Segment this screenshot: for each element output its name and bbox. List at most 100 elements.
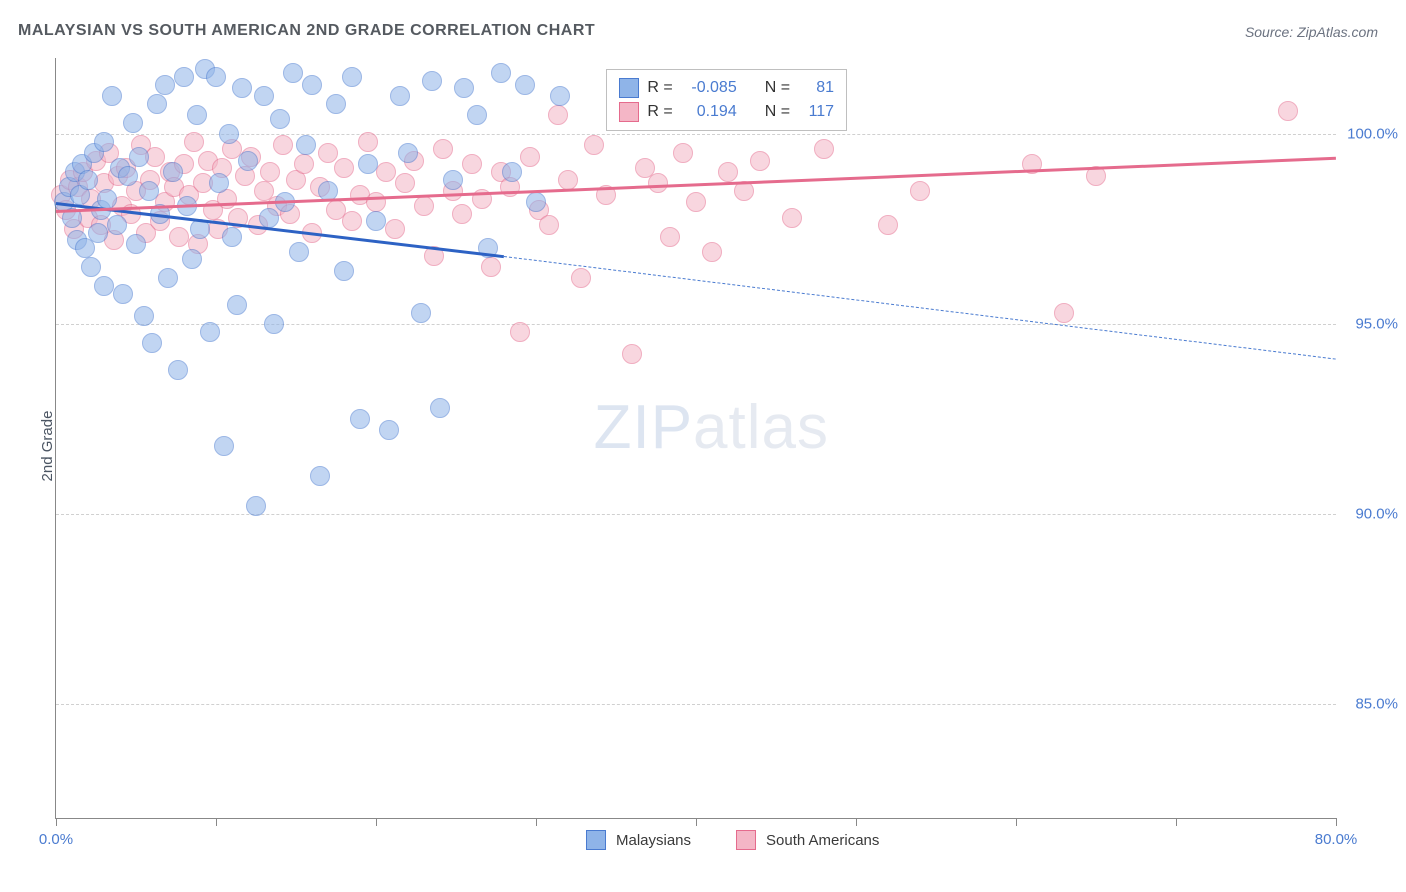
data-point [502,162,522,182]
data-point [430,398,450,418]
data-point [452,204,472,224]
data-point [878,215,898,235]
data-point [1054,303,1074,323]
xtick [56,818,57,826]
legend-swatch [619,78,639,98]
n-label: N = [765,103,790,121]
data-point [422,71,442,91]
r-value: -0.085 [681,79,737,97]
legend-row: R =-0.085N =81 [619,76,834,100]
data-point [254,86,274,106]
data-point [558,170,578,190]
data-point [395,173,415,193]
data-point [123,113,143,133]
data-point [260,162,280,182]
chart-title: MALAYSIAN VS SOUTH AMERICAN 2ND GRADE CO… [18,22,595,40]
data-point [467,105,487,125]
gridline-h [56,514,1336,515]
correlation-legend: R =-0.085N =81R =0.194N =117 [606,69,847,131]
data-point [481,257,501,277]
data-point [139,181,159,201]
data-point [334,261,354,281]
data-point [660,227,680,247]
plot-area: ZIPatlas 85.0%90.0%95.0%100.0%0.0%80.0%R… [55,58,1336,819]
source-label: Source: ZipAtlas.com [1245,24,1378,40]
data-point [81,257,101,277]
data-point [302,75,322,95]
r-label: R = [647,79,672,97]
data-point [318,143,338,163]
data-point [94,132,114,152]
trend-line [504,256,1336,360]
data-point [296,135,316,155]
data-point [169,227,189,247]
data-point [142,333,162,353]
watermark: ZIPatlas [594,392,829,463]
xtick [376,818,377,826]
data-point [648,173,668,193]
chart-container: MALAYSIAN VS SOUTH AMERICAN 2ND GRADE CO… [0,0,1406,892]
xtick [1336,818,1337,826]
data-point [750,151,770,171]
data-point [622,344,642,364]
data-point [718,162,738,182]
data-point [379,420,399,440]
ytick-label: 90.0% [1355,506,1398,523]
data-point [184,132,204,152]
data-point [350,409,370,429]
data-point [366,211,386,231]
gridline-h [56,324,1336,325]
data-point [539,215,559,235]
data-point [673,143,693,163]
data-point [462,154,482,174]
xtick [536,818,537,826]
data-point [214,436,234,456]
legend-row: R =0.194N =117 [619,100,834,124]
data-point [246,496,266,516]
data-point [376,162,396,182]
series-legend-item: Malaysians [586,830,691,850]
watermark-bold: ZIP [594,393,693,462]
data-point [358,154,378,174]
xtick [1016,818,1017,826]
data-point [94,276,114,296]
data-point [238,151,258,171]
data-point [334,158,354,178]
data-point [232,78,252,98]
data-point [289,242,309,262]
data-point [571,268,591,288]
data-point [129,147,149,167]
ytick-label: 85.0% [1355,696,1398,713]
data-point [78,170,98,190]
data-point [1278,101,1298,121]
data-point [88,223,108,243]
xtick-label: 80.0% [1315,831,1358,848]
data-point [491,63,511,83]
data-point [187,105,207,125]
data-point [113,284,133,304]
data-point [134,306,154,326]
data-point [283,63,303,83]
r-value: 0.194 [681,103,737,121]
data-point [686,192,706,212]
data-point [548,105,568,125]
data-point [782,208,802,228]
xtick [1176,818,1177,826]
legend-label: Malaysians [616,832,691,849]
data-point [342,67,362,87]
data-point [310,466,330,486]
data-point [433,139,453,159]
data-point [814,139,834,159]
gridline-h [56,134,1336,135]
data-point [182,249,202,269]
data-point [520,147,540,167]
data-point [358,132,378,152]
xtick-label: 0.0% [39,831,73,848]
data-point [342,211,362,231]
data-point [227,295,247,315]
data-point [273,135,293,155]
data-point [264,314,284,334]
data-point [102,86,122,106]
data-point [147,94,167,114]
legend-swatch [586,830,606,850]
